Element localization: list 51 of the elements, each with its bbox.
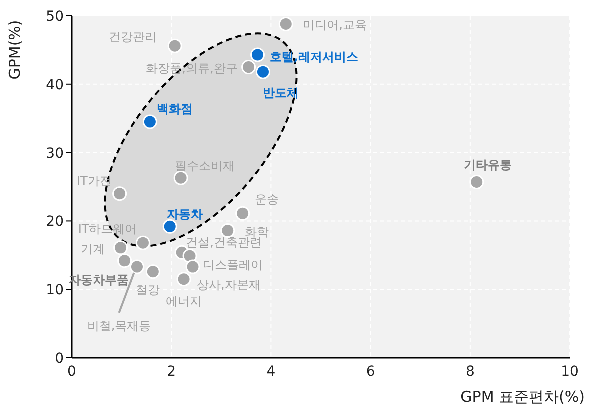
x-axis-title: GPM 표준편차(%) <box>460 388 585 406</box>
point <box>146 264 160 280</box>
point <box>142 114 158 130</box>
annotation: 화장품,의류,완구 <box>146 61 238 76</box>
y-tick-label: 30 <box>46 146 64 162</box>
point <box>168 38 182 54</box>
point <box>256 64 270 80</box>
annotation: 기타유통 <box>464 158 512 172</box>
annotation: 반도체 <box>263 86 300 100</box>
annotation: 디스플레이 <box>203 258 264 272</box>
point <box>176 272 192 287</box>
x-tick-label: 2 <box>167 364 176 380</box>
annotation: 에너지 <box>166 294 202 308</box>
point <box>250 48 266 62</box>
x-tick-label: 4 <box>266 364 276 380</box>
x-tick-label: 10 <box>561 364 579 380</box>
annotation: 필수소비재 <box>175 159 236 174</box>
point <box>112 186 128 202</box>
point <box>162 219 178 234</box>
point <box>220 224 236 238</box>
annotation: 운송 <box>254 192 279 207</box>
annotation: 미디어,교육 <box>303 18 367 32</box>
point <box>236 206 250 221</box>
point <box>242 60 256 75</box>
x-tick-label: 0 <box>68 364 76 380</box>
annotation: IT하드웨어 <box>78 222 138 236</box>
point <box>186 260 200 274</box>
y-tick-label: 0 <box>55 350 64 367</box>
point <box>470 174 484 190</box>
y-tick-label: 50 <box>46 8 64 25</box>
annotation: 자동차 <box>167 208 204 222</box>
point <box>114 240 128 256</box>
point <box>118 254 132 268</box>
annotation: 상사,자본재 <box>197 278 261 292</box>
annotation: 비철,목재등 <box>87 319 152 334</box>
annotation: 백화점 <box>157 102 194 116</box>
point <box>130 260 144 274</box>
y-tick-label: 40 <box>46 77 64 94</box>
x-tick-label: 6 <box>366 364 376 380</box>
point <box>136 236 150 250</box>
y-axis-title: GPM(%) <box>6 20 24 80</box>
annotation: 건강관리 <box>109 30 158 44</box>
point <box>278 16 294 32</box>
annotation: 철강 <box>136 282 160 297</box>
annotation: 호텔,레저서비스 <box>270 50 358 64</box>
x-tick-label: 8 <box>466 364 475 380</box>
y-tick-label: 10 <box>46 282 64 299</box>
annotation: 기계 <box>80 242 105 256</box>
y-tick-label: 20 <box>46 214 64 230</box>
annotation: IT가전 <box>76 174 112 188</box>
point <box>174 170 188 186</box>
